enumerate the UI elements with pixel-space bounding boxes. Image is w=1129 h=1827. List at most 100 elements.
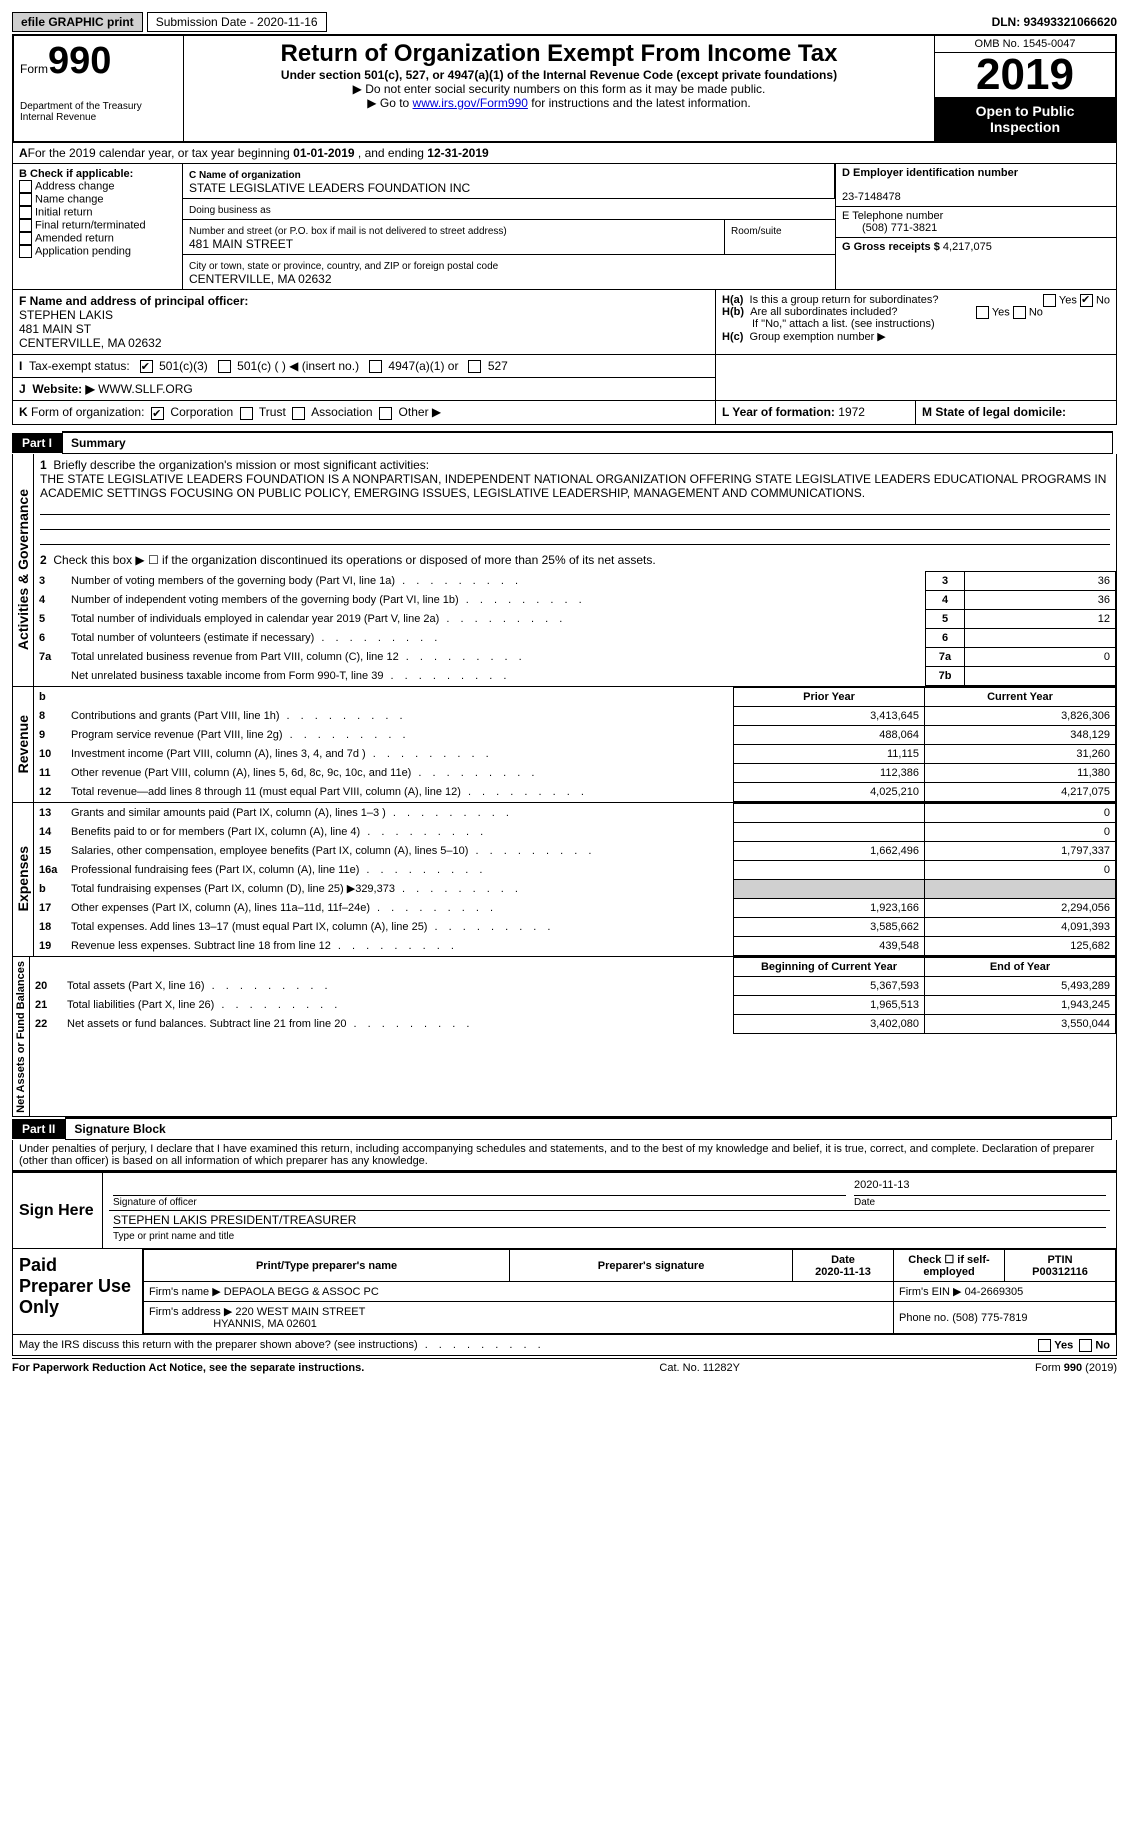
current-value: 0 — [925, 803, 1116, 822]
officer-street: 481 MAIN ST — [19, 322, 91, 336]
checkbox-discuss-yes[interactable] — [1038, 1339, 1051, 1352]
spacer: b — [34, 687, 734, 706]
checkbox-address-change[interactable] — [19, 180, 32, 193]
prior-value: 3,585,662 — [734, 917, 925, 936]
page-footer: For Paperwork Reduction Act Notice, see … — [12, 1358, 1117, 1374]
line-value: 36 — [965, 590, 1116, 609]
instructions-link[interactable]: www.irs.gov/Form990 — [413, 96, 528, 110]
exp-content: 13 Grants and similar amounts paid (Part… — [34, 803, 1116, 956]
net-content: Beginning of Current Year End of Year20 … — [30, 957, 1116, 1117]
checkbox-name-change[interactable] — [19, 193, 32, 206]
checkbox-sub-no[interactable] — [1013, 306, 1026, 319]
box-ij: I Tax-exempt status: 501(c)(3) 501(c) ( … — [13, 355, 716, 400]
checkbox-initial-return[interactable] — [19, 206, 32, 219]
line-no: 9 — [34, 725, 66, 744]
line-value: 12 — [965, 609, 1116, 628]
spacer — [30, 957, 734, 976]
checkbox-app-pending[interactable] — [19, 245, 32, 258]
box-no: 7b — [926, 666, 965, 685]
box-m: M State of legal domicile: — [916, 401, 1116, 423]
open-to-public: Open to Public Inspection — [935, 97, 1115, 141]
hb-label: H(b) — [722, 306, 744, 318]
preparer-table: Print/Type preparer's name Preparer's si… — [143, 1249, 1116, 1334]
checkbox-501c[interactable] — [218, 360, 231, 373]
box-c-top: C Name of organization STATE LEGISLATIVE… — [183, 164, 836, 289]
opt-label: 501(c) ( ) ◀ (insert no.) — [237, 359, 359, 373]
checkbox-sub-yes[interactable] — [976, 306, 989, 319]
col-current: Current Year — [925, 687, 1116, 706]
line-value: 36 — [965, 571, 1116, 590]
box-f: F Name and address of principal officer:… — [13, 290, 716, 354]
checkbox-trust[interactable] — [240, 407, 253, 420]
period-pre: For the 2019 calendar year, or tax year … — [28, 146, 294, 160]
box-i: I Tax-exempt status: 501(c)(3) 501(c) ( … — [13, 355, 715, 378]
net-table: Beginning of Current Year End of Year20 … — [30, 957, 1116, 1034]
no-label: No — [1095, 1340, 1110, 1352]
firm-name-label: Firm's name ▶ — [149, 1286, 221, 1298]
box-no: 5 — [926, 609, 965, 628]
line-desc: Number of independent voting members of … — [66, 590, 926, 609]
tax-year: 2019 — [935, 53, 1115, 97]
revenue-block: Revenue b Prior Year Current Year8 Contr… — [12, 687, 1117, 803]
checkbox-final-return[interactable] — [19, 219, 32, 232]
cb-label: Application pending — [35, 245, 131, 257]
checkbox-group-no[interactable] — [1080, 294, 1093, 307]
checkbox-527[interactable] — [468, 360, 481, 373]
checkbox-501c3[interactable] — [140, 360, 153, 373]
gov-tab: Activities & Governance — [13, 454, 34, 686]
checkbox-amended[interactable] — [19, 232, 32, 245]
org-name: STATE LEGISLATIVE LEADERS FOUNDATION INC — [189, 181, 470, 195]
line-no: 11 — [34, 763, 66, 782]
line-desc: Grants and similar amounts paid (Part IX… — [66, 803, 734, 822]
net-label: Net Assets or Fund Balances — [13, 957, 29, 1117]
box-d: D Employer identification number 23-7148… — [836, 164, 1116, 207]
prior-value: 112,386 — [734, 763, 925, 782]
period-end: 12-31-2019 — [427, 146, 488, 160]
opt-label: 501(c)(3) — [159, 359, 208, 373]
prior-value: 11,115 — [734, 744, 925, 763]
q1: 1 Briefly describe the organization's mi… — [34, 454, 1116, 549]
begin-value: 3,402,080 — [734, 1014, 925, 1033]
opt-label: Corporation — [170, 405, 233, 419]
line-desc: Total expenses. Add lines 13–17 (must eq… — [66, 917, 734, 936]
ij-row: I Tax-exempt status: 501(c)(3) 501(c) ( … — [12, 355, 1117, 401]
form-subtitle: Under section 501(c), 527, or 4947(a)(1)… — [190, 68, 928, 82]
current-value: 2,294,056 — [925, 898, 1116, 917]
q1-label: Briefly describe the organization's miss… — [53, 458, 429, 472]
gov-content: 1 Briefly describe the organization's mi… — [34, 454, 1116, 686]
checkbox-assoc[interactable] — [292, 407, 305, 420]
line-no: 20 — [30, 976, 62, 995]
cb-label: Address change — [35, 180, 115, 192]
checkbox-4947[interactable] — [369, 360, 382, 373]
sig-officer-cell: Signature of officer — [109, 1177, 850, 1211]
hb-note: If "No," attach a list. (see instruction… — [752, 318, 935, 330]
sign-right: Signature of officer 2020-11-13 Date STE… — [103, 1173, 1116, 1248]
prior-value: 1,662,496 — [734, 841, 925, 860]
efile-print-button[interactable]: efile GRAPHIC print — [12, 12, 143, 32]
street: 481 MAIN STREET — [189, 237, 293, 251]
begin-value: 1,965,513 — [734, 995, 925, 1014]
line-value — [965, 666, 1116, 685]
box-k: K Form of organization: Corporation Trus… — [13, 401, 716, 423]
hc-label: H(c) — [722, 331, 743, 343]
checkbox-corp[interactable] — [151, 407, 164, 420]
checkbox-group-yes[interactable] — [1043, 294, 1056, 307]
col-prior: Prior Year — [734, 687, 925, 706]
prior-value — [734, 879, 925, 898]
paperwork-notice: For Paperwork Reduction Act Notice, see … — [12, 1362, 364, 1374]
preparer-right: Print/Type preparer's name Preparer's si… — [143, 1249, 1116, 1334]
checkbox-other[interactable] — [379, 407, 392, 420]
prep-col: PTINP00312116 — [1005, 1250, 1116, 1282]
col-label: PTIN — [1047, 1254, 1072, 1266]
line-desc: Total number of individuals employed in … — [66, 609, 926, 628]
website-value: WWW.SLLF.ORG — [98, 382, 193, 396]
box-h-spacer — [716, 355, 1116, 400]
no-label: No — [1096, 294, 1110, 306]
line-no: 21 — [30, 995, 62, 1014]
firm-name: DEPAOLA BEGG & ASSOC PC — [224, 1286, 379, 1298]
box-g: G Gross receipts $ 4,217,075 — [836, 238, 1116, 256]
gov-label: Activities & Governance — [13, 485, 33, 654]
yes-label: Yes — [992, 306, 1010, 318]
cb-label: Name change — [35, 193, 104, 205]
checkbox-discuss-no[interactable] — [1079, 1339, 1092, 1352]
